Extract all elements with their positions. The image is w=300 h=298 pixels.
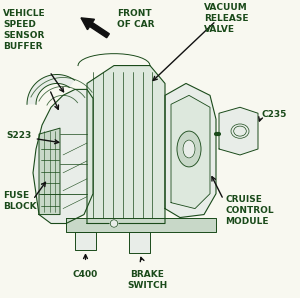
Text: VEHICLE
SPEED
SENSOR
BUFFER: VEHICLE SPEED SENSOR BUFFER bbox=[3, 9, 46, 51]
FancyArrow shape bbox=[81, 18, 109, 38]
Text: C400: C400 bbox=[73, 270, 98, 279]
Polygon shape bbox=[171, 95, 210, 209]
Polygon shape bbox=[27, 74, 75, 104]
Polygon shape bbox=[66, 218, 216, 232]
Polygon shape bbox=[219, 107, 258, 155]
Text: S223: S223 bbox=[6, 131, 31, 140]
Polygon shape bbox=[33, 89, 93, 224]
Ellipse shape bbox=[110, 220, 118, 227]
Ellipse shape bbox=[183, 140, 195, 158]
Text: FRONT
OF CAR: FRONT OF CAR bbox=[117, 9, 154, 29]
Polygon shape bbox=[75, 232, 96, 250]
Polygon shape bbox=[129, 232, 150, 253]
Polygon shape bbox=[87, 66, 165, 224]
Text: BRAKE
SWITCH: BRAKE SWITCH bbox=[127, 270, 167, 290]
Text: VACUUM
RELEASE
VALVE: VACUUM RELEASE VALVE bbox=[204, 3, 248, 34]
Text: C235: C235 bbox=[261, 110, 286, 119]
Ellipse shape bbox=[177, 131, 201, 167]
Polygon shape bbox=[39, 128, 60, 215]
Text: FUSE
BLOCK: FUSE BLOCK bbox=[3, 191, 37, 211]
Polygon shape bbox=[165, 83, 216, 218]
Text: CRUISE
CONTROL
MODULE: CRUISE CONTROL MODULE bbox=[225, 195, 274, 226]
